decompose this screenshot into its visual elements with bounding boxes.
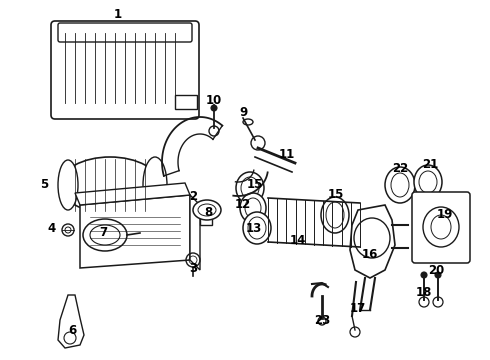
- Text: 17: 17: [350, 302, 366, 315]
- Circle shape: [211, 105, 217, 111]
- Text: 15: 15: [328, 189, 344, 202]
- Ellipse shape: [431, 215, 451, 239]
- Ellipse shape: [385, 167, 415, 203]
- Bar: [175, 95, 197, 109]
- Ellipse shape: [391, 173, 409, 197]
- Text: 8: 8: [204, 207, 212, 220]
- Polygon shape: [350, 205, 395, 278]
- Ellipse shape: [248, 217, 266, 239]
- Circle shape: [435, 272, 441, 278]
- Text: 23: 23: [314, 314, 330, 327]
- Ellipse shape: [193, 200, 221, 220]
- Text: 4: 4: [48, 221, 56, 234]
- Text: 9: 9: [239, 105, 247, 118]
- Bar: [200, 215, 212, 225]
- Text: 12: 12: [235, 198, 251, 211]
- Circle shape: [421, 272, 427, 278]
- Ellipse shape: [321, 197, 349, 233]
- Text: 10: 10: [206, 94, 222, 107]
- Text: 2: 2: [189, 189, 197, 202]
- Text: 5: 5: [40, 179, 48, 192]
- Ellipse shape: [83, 219, 127, 251]
- Text: 22: 22: [392, 162, 408, 175]
- Polygon shape: [75, 183, 190, 205]
- Text: 3: 3: [189, 261, 197, 274]
- Ellipse shape: [143, 157, 167, 213]
- Ellipse shape: [198, 204, 216, 216]
- Ellipse shape: [240, 193, 266, 223]
- Ellipse shape: [60, 157, 160, 213]
- Text: 19: 19: [437, 208, 453, 221]
- Polygon shape: [80, 195, 190, 268]
- Text: 13: 13: [246, 221, 262, 234]
- Ellipse shape: [236, 172, 264, 204]
- Ellipse shape: [90, 225, 120, 245]
- Text: 6: 6: [68, 324, 76, 337]
- Ellipse shape: [245, 198, 261, 218]
- Ellipse shape: [414, 165, 442, 199]
- Ellipse shape: [243, 212, 271, 244]
- Ellipse shape: [419, 171, 437, 193]
- Ellipse shape: [354, 218, 390, 258]
- Polygon shape: [190, 195, 200, 270]
- Ellipse shape: [58, 160, 78, 210]
- Ellipse shape: [423, 207, 459, 247]
- Polygon shape: [58, 295, 84, 348]
- Text: 20: 20: [428, 264, 444, 276]
- Text: 16: 16: [362, 248, 378, 261]
- FancyBboxPatch shape: [58, 23, 192, 42]
- Text: 15: 15: [247, 179, 263, 192]
- Text: 18: 18: [416, 285, 432, 298]
- Text: 7: 7: [99, 226, 107, 239]
- Text: 21: 21: [422, 158, 438, 171]
- FancyBboxPatch shape: [412, 192, 470, 263]
- Circle shape: [65, 227, 71, 233]
- FancyBboxPatch shape: [51, 21, 199, 119]
- Text: 1: 1: [114, 8, 122, 21]
- Ellipse shape: [326, 202, 344, 228]
- Ellipse shape: [241, 177, 259, 199]
- Text: 14: 14: [290, 234, 306, 247]
- Text: 11: 11: [279, 148, 295, 162]
